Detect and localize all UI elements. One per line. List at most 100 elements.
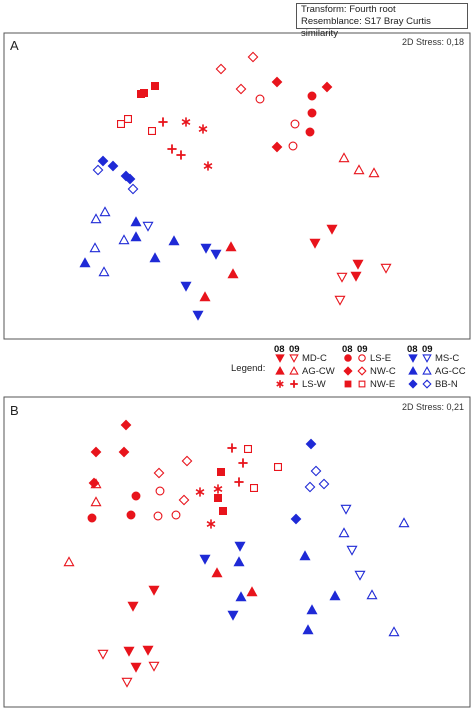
point-a-ls-w-08-11 bbox=[203, 161, 213, 171]
point-b-nw-c-08-2 bbox=[118, 446, 130, 458]
point-b-ag-cc-09-36 bbox=[398, 517, 410, 528]
legend-year-header: 08 bbox=[407, 344, 418, 355]
legend-marker-ms-c-08 bbox=[408, 354, 418, 363]
point-a-ls-w-08-9 bbox=[181, 117, 191, 127]
panel-a-frame bbox=[3, 32, 471, 340]
legend-marker-bb-n-09 bbox=[422, 379, 432, 389]
point-b-nw-e-09-25 bbox=[244, 444, 253, 453]
point-a-nw-c-09-14 bbox=[235, 83, 247, 95]
legend-marker-ag-cw-08 bbox=[275, 366, 285, 375]
panel-a-points bbox=[79, 51, 392, 321]
point-b-ls-w-08-18 bbox=[206, 519, 216, 529]
point-a-ms-c-08-51 bbox=[200, 243, 212, 254]
point-b-nw-e-09-27 bbox=[250, 483, 259, 492]
point-a-bb-n-08-34 bbox=[97, 155, 109, 167]
point-a-ag-cw-08-55 bbox=[225, 241, 237, 252]
point-b-md-c-08-53 bbox=[123, 646, 135, 657]
point-a-ms-c-09-50 bbox=[142, 221, 154, 232]
panel-a-stress: 2D Stress: 0,18 bbox=[402, 37, 464, 47]
point-b-bb-n-09-31 bbox=[318, 478, 330, 490]
legend-marker-bb-n-08 bbox=[408, 379, 418, 389]
resemblance-text: Resemblance: S17 Bray Curtis similarity bbox=[301, 16, 431, 39]
point-a-nw-e-08-2 bbox=[151, 82, 160, 91]
legend-marker-nw-e-09 bbox=[358, 380, 366, 388]
point-a-ag-cc-09-42 bbox=[89, 242, 101, 253]
point-b-ls-w-08-16 bbox=[195, 487, 205, 497]
point-b-ls-e-09-15 bbox=[171, 510, 181, 520]
point-a-ag-cw-09-25 bbox=[353, 164, 365, 175]
legend-label: NW-C bbox=[370, 366, 396, 377]
point-b-nw-c-09-11 bbox=[181, 455, 193, 467]
point-a-nw-c-08-17 bbox=[271, 141, 283, 153]
point-b-bb-n-09-30 bbox=[310, 465, 322, 477]
point-b-md-c-08-55 bbox=[130, 662, 142, 673]
point-a-ag-cc-09-43 bbox=[98, 266, 110, 277]
legend-year-header: 08 bbox=[342, 344, 353, 355]
point-a-ag-cw-09-24 bbox=[338, 152, 350, 163]
point-a-ag-cc-09-41 bbox=[90, 213, 102, 224]
point-a-ls-e-08-21 bbox=[307, 91, 317, 101]
point-b-ag-cw-08-49 bbox=[211, 567, 223, 578]
point-a-ag-cc-08-48 bbox=[168, 235, 180, 246]
point-a-bb-n-08-37 bbox=[124, 173, 136, 185]
point-b-ag-cc-08-46 bbox=[329, 590, 341, 601]
point-a-ms-c-08-53 bbox=[180, 281, 192, 292]
point-b-ms-c-09-34 bbox=[346, 545, 358, 556]
point-b-ag-cw-09-6 bbox=[63, 556, 75, 567]
point-b-nw-e-08-22 bbox=[217, 467, 226, 476]
point-b-nw-e-08-23 bbox=[214, 493, 223, 502]
point-a-ag-cc-08-47 bbox=[130, 231, 142, 242]
transform-note: Transform: Fourth root Resemblance: S17 … bbox=[296, 3, 468, 39]
point-b-ag-cw-09-4 bbox=[90, 478, 102, 489]
panel-b-points bbox=[63, 419, 410, 688]
point-a-ag-cc-08-49 bbox=[149, 252, 161, 263]
legend-marker-ag-cc-08 bbox=[408, 366, 418, 375]
legend-marker-ls-e-08 bbox=[344, 354, 352, 362]
point-a-bb-n-09-39 bbox=[127, 183, 139, 195]
point-a-md-c-08-29 bbox=[352, 259, 364, 270]
point-b-md-c-09-56 bbox=[97, 649, 109, 660]
point-a-ag-cw-08-56 bbox=[227, 268, 239, 279]
panel-a-letter: A bbox=[10, 38, 19, 53]
point-b-ls-w-09-21 bbox=[234, 477, 244, 487]
legend-year-header: 09 bbox=[357, 344, 368, 355]
point-a-md-c-08-30 bbox=[350, 271, 362, 282]
point-b-ag-cw-09-5 bbox=[90, 496, 102, 507]
legend-label: MD-C bbox=[302, 353, 327, 364]
legend-marker-ls-e-09 bbox=[358, 354, 366, 362]
point-b-md-c-08-51 bbox=[148, 585, 160, 596]
legend-marker-ms-c-09 bbox=[422, 354, 432, 363]
point-a-ls-e-09-20 bbox=[288, 141, 298, 151]
point-b-ms-c-08-42 bbox=[227, 610, 239, 621]
legend-title: Legend: bbox=[231, 363, 265, 374]
legend-label: LS-E bbox=[370, 353, 391, 364]
point-a-ls-e-08-23 bbox=[305, 127, 315, 137]
point-a-nw-c-09-13 bbox=[247, 51, 259, 63]
point-a-md-c-09-32 bbox=[380, 263, 392, 274]
transform-text: Transform: Fourth root bbox=[301, 4, 396, 15]
point-b-nw-c-08-0 bbox=[120, 419, 132, 431]
point-a-ls-w-08-10 bbox=[198, 124, 208, 134]
point-b-nw-c-08-1 bbox=[90, 446, 102, 458]
point-b-ag-cc-08-47 bbox=[306, 604, 318, 615]
legend-marker-ls-w-09 bbox=[290, 380, 298, 388]
point-b-ms-c-08-40 bbox=[234, 541, 246, 552]
point-a-bb-n-08-35 bbox=[107, 160, 119, 172]
point-b-md-c-08-52 bbox=[127, 601, 139, 612]
point-a-bb-n-09-38 bbox=[92, 164, 104, 176]
point-a-nw-e-09-5 bbox=[148, 127, 157, 136]
point-a-ag-cc-08-45 bbox=[79, 257, 91, 268]
point-b-bb-n-08-29 bbox=[290, 513, 302, 525]
legend-marker-ls-w-08 bbox=[276, 380, 284, 388]
legend-marker-md-c-09 bbox=[289, 354, 299, 363]
point-b-nw-c-09-10 bbox=[153, 467, 165, 479]
legend-year-header: 08 bbox=[274, 344, 285, 355]
legend-year-header: 09 bbox=[289, 344, 300, 355]
legend-label: BB-N bbox=[435, 379, 458, 390]
point-a-ag-cw-08-57 bbox=[199, 291, 211, 302]
point-a-ms-c-08-54 bbox=[192, 310, 204, 321]
point-b-ag-cc-09-37 bbox=[338, 527, 350, 538]
point-a-ls-w-09-8 bbox=[176, 150, 186, 160]
point-a-nw-e-09-3 bbox=[117, 120, 126, 129]
